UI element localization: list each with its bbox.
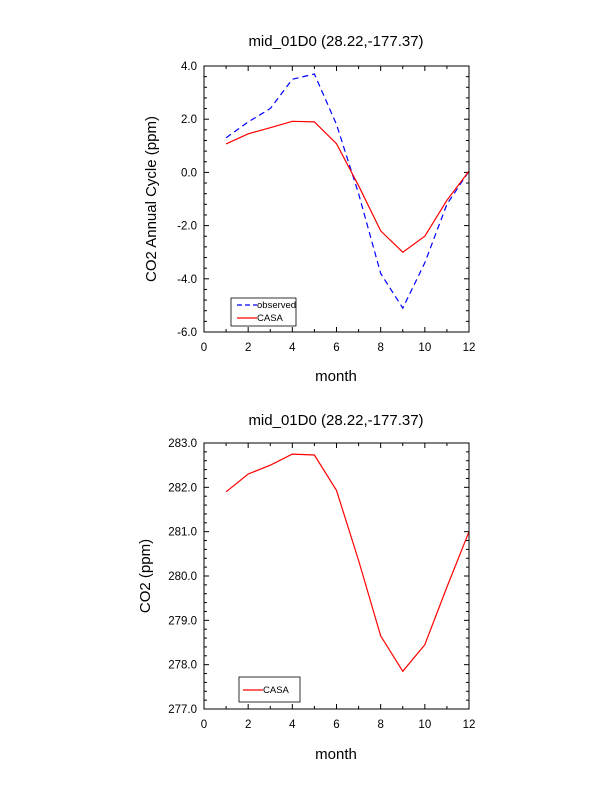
chart-2-ytick-label: 282.0 [168, 482, 197, 494]
chart-2-xtick-label: 8 [377, 719, 383, 731]
chart-2-ytick-label: 278.0 [168, 660, 197, 672]
chart-2-xtick-label: 4 [289, 719, 296, 731]
chart-1-xtick-label: 6 [333, 342, 339, 354]
legend-observed-label: observed [257, 300, 296, 311]
chart-2-ylabel: CO2 (ppm) [137, 539, 154, 613]
chart-2-xtick-label: 2 [245, 719, 251, 731]
chart-2-ytick-label: 280.0 [168, 571, 197, 583]
chart-2-legend: CASA [238, 676, 301, 703]
chart-1-plot-frame [203, 65, 470, 333]
chart-1-xlabel: month [315, 368, 357, 385]
chart-1-xtick-label: 4 [289, 342, 296, 354]
chart-1-xtick-label: 8 [377, 342, 383, 354]
chart-1-legend-box [230, 297, 297, 327]
chart-2-series-casa [225, 453, 470, 673]
chart-1-xtick-label: 0 [201, 342, 207, 354]
chart-2-ytick-label: 281.0 [168, 527, 197, 539]
chart-1-xtick-label: 10 [418, 342, 431, 354]
chart-2-ytick-label: 277.0 [168, 704, 197, 716]
chart-1-ytick-label: -6.0 [177, 327, 197, 339]
chart-1-ytick-label: 4.0 [181, 61, 197, 73]
chart-2-xtick-label: 10 [418, 719, 431, 731]
chart-1-xtick-label: 12 [463, 342, 476, 354]
legend-casa-label-2: CASA [263, 685, 290, 696]
chart-2-ytick-label: 279.0 [168, 615, 197, 627]
chart-1-series-casa [225, 120, 470, 253]
chart-2-xtick-label: 6 [333, 719, 339, 731]
chart-1-ytick-label: -4.0 [177, 274, 197, 286]
chart-1-ytick-label: 0.0 [181, 167, 197, 179]
chart-1-xtick-label: 2 [245, 342, 251, 354]
chart-co2: mid_01D0 (28.22,-177.37) month CO2 (ppm)… [137, 412, 475, 763]
legend-casa-label: CASA [257, 313, 284, 324]
chart-2-xtick-label: 12 [463, 719, 476, 731]
chart-1-ytick-label: 2.0 [181, 114, 197, 126]
chart-2-title: mid_01D0 (28.22,-177.37) [248, 412, 423, 429]
chart-1-series-observed [225, 73, 470, 310]
chart-1-legend: observed CASA [230, 297, 297, 327]
chart-1-ytick-label: -2.0 [177, 221, 197, 233]
chart-2-ytick-label: 283.0 [168, 438, 197, 450]
chart-2-plot-frame [203, 442, 470, 710]
chart-1-title: mid_01D0 (28.22,-177.37) [248, 33, 423, 50]
chart-2-xtick-label: 0 [201, 719, 207, 731]
chart-annual-cycle: mid_01D0 (28.22,-177.37) month CO2 Annua… [143, 33, 475, 385]
chart-2-xlabel: month [315, 746, 357, 763]
chart-1-ylabel: CO2 Annual Cycle (ppm) [143, 116, 160, 282]
